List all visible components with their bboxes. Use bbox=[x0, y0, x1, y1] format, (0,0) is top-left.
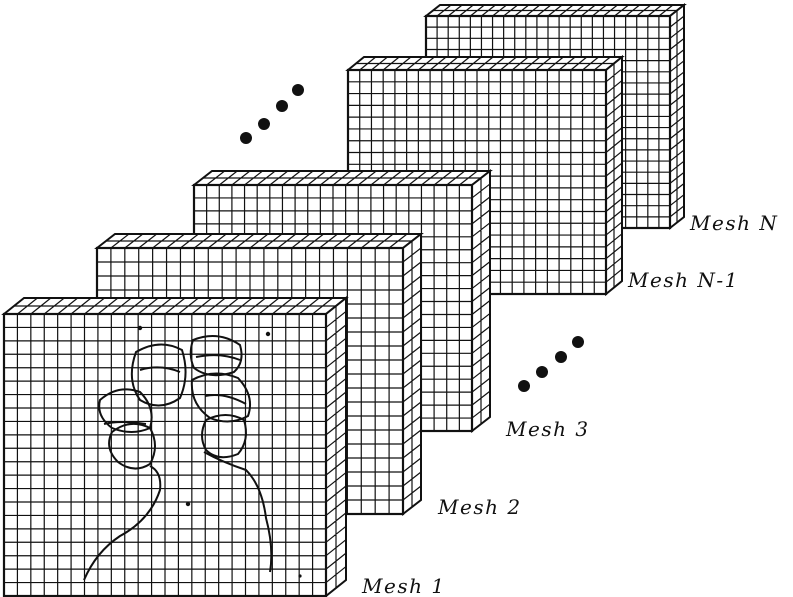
footprint-drawing bbox=[83, 325, 302, 581]
heel-pad bbox=[201, 414, 247, 459]
leg-outline bbox=[83, 465, 162, 581]
dot-icon bbox=[240, 132, 252, 144]
marker-dot bbox=[185, 501, 191, 507]
ellipsis-dots-upper bbox=[240, 84, 304, 144]
toe-pad bbox=[195, 354, 241, 361]
mesh-label-n-minus-1: Mesh N-1 bbox=[627, 268, 739, 292]
mesh-label-2: Mesh 2 bbox=[437, 495, 522, 519]
heel-pad bbox=[108, 422, 156, 470]
marker-dots bbox=[137, 325, 302, 578]
toe-pad bbox=[130, 343, 187, 407]
dot-icon bbox=[555, 351, 567, 363]
dot-icon bbox=[518, 380, 530, 392]
dot-icon bbox=[536, 366, 548, 378]
mesh-layers bbox=[1, 2, 687, 597]
mesh-label-n: Mesh N bbox=[689, 211, 778, 235]
marker-dot bbox=[137, 325, 143, 331]
toe-pad bbox=[204, 394, 247, 405]
marker-dot bbox=[298, 574, 302, 578]
mesh-1-slab bbox=[1, 295, 349, 597]
dot-icon bbox=[292, 84, 304, 96]
ellipsis-dots-lower bbox=[518, 336, 584, 392]
dot-icon bbox=[572, 336, 584, 348]
mesh-label-1: Mesh 1 bbox=[361, 574, 446, 597]
leg-outline bbox=[203, 451, 273, 573]
dot-icon bbox=[276, 100, 288, 112]
toe-pad bbox=[139, 366, 181, 373]
marker-dot bbox=[265, 331, 271, 337]
mesh-1-grid-lines bbox=[4, 297, 347, 596]
toe-pad bbox=[190, 372, 251, 423]
mesh-label-3: Mesh 3 bbox=[505, 417, 590, 441]
toe-pad bbox=[189, 335, 243, 377]
dot-icon bbox=[258, 118, 270, 130]
toe-pad bbox=[103, 421, 147, 425]
